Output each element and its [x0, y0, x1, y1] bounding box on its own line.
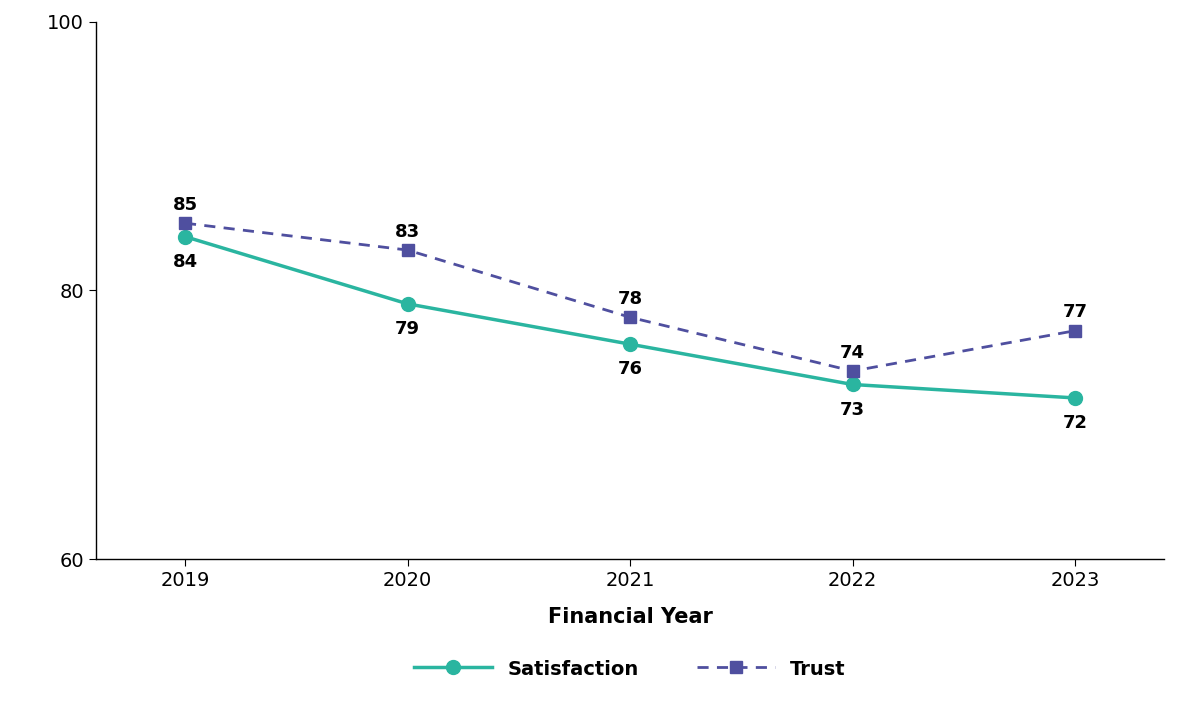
Text: 79: 79 — [395, 320, 420, 338]
Text: 76: 76 — [618, 360, 642, 379]
Text: 77: 77 — [1062, 303, 1087, 321]
X-axis label: Financial Year: Financial Year — [547, 607, 713, 627]
Text: 85: 85 — [173, 196, 198, 214]
Text: 83: 83 — [395, 223, 420, 241]
Text: 74: 74 — [840, 343, 865, 361]
Text: 78: 78 — [618, 290, 642, 308]
Text: 72: 72 — [1062, 414, 1087, 432]
Text: 84: 84 — [173, 252, 198, 271]
Text: 73: 73 — [840, 401, 865, 419]
Legend: Satisfaction, Trust: Satisfaction, Trust — [414, 659, 846, 678]
